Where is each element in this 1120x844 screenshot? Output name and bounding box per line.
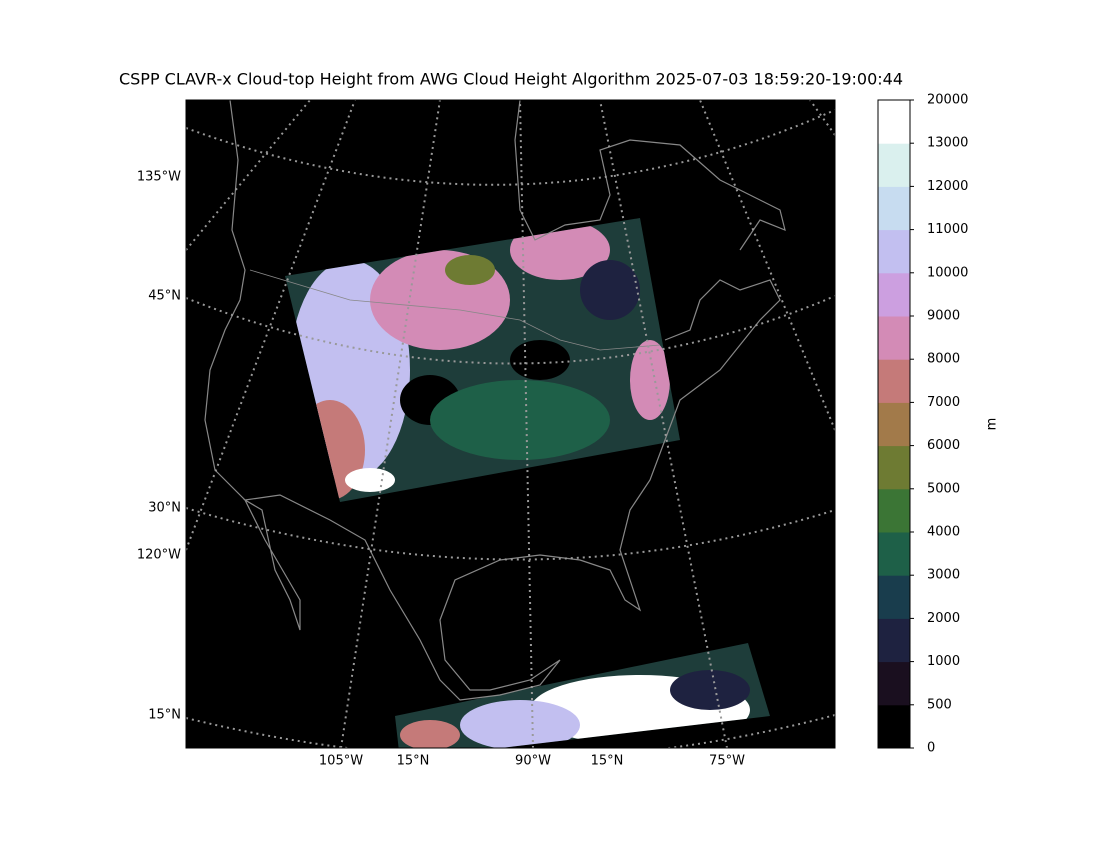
colorbar-bin <box>878 704 910 749</box>
colorbar-bin <box>878 272 910 317</box>
map-lat-lon-label: 105°W <box>319 754 363 769</box>
map-lat-lon-label: 90°W <box>515 754 551 769</box>
map-lat-lon-label: 15°N <box>591 754 624 769</box>
colorbar-bin <box>878 186 910 231</box>
colorbar-tick-label: 12000 <box>927 179 968 194</box>
colorbar-bin <box>878 402 910 447</box>
colorbar-tick-label: 7000 <box>927 395 960 410</box>
colorbar-tick-label: 5000 <box>927 481 960 496</box>
colorbar-bin <box>878 316 910 360</box>
map-lat-lon-label: 120°W <box>137 548 181 563</box>
colorbar-frame <box>877 99 911 749</box>
map-lat-lon-label: 135°W <box>137 170 181 185</box>
cloud-swath <box>285 218 680 502</box>
map-frame <box>185 99 836 749</box>
map-lat-lon-label: 15°N <box>397 754 430 769</box>
colorbar-tick-label: 0 <box>927 741 935 756</box>
colorbar-tick-label: 10000 <box>927 265 968 280</box>
colorbar-tick-label: 500 <box>927 697 952 712</box>
map-lat-lon-label: 45°N <box>148 289 181 304</box>
colorbar-bin <box>878 100 910 144</box>
colorbar-tick-label: 9000 <box>927 309 960 324</box>
colorbar-tick-label: 13000 <box>927 136 968 151</box>
colorbar-tick-label: 20000 <box>927 93 968 108</box>
colorbar-tick-label: 11000 <box>927 222 968 237</box>
colorbar-tick-label: 2000 <box>927 611 960 626</box>
map-lat-lon-label: 30°N <box>148 501 181 516</box>
colorbar-bin <box>878 359 910 403</box>
graticule <box>186 100 835 748</box>
colorbar-tick-label: 4000 <box>927 525 960 540</box>
colorbar-tick-label: 3000 <box>927 568 960 583</box>
colorbar-bin <box>878 445 910 490</box>
colorbar-bin <box>878 488 910 533</box>
colorbar-bin <box>878 143 910 187</box>
map-lat-lon-label: 75°W <box>709 754 745 769</box>
colorbar-bin <box>878 575 910 619</box>
colorbar-label: m <box>985 418 1000 431</box>
colorbar-tick-label: 6000 <box>927 438 960 453</box>
colorbar-bin <box>878 618 910 663</box>
colorbar-tick-label: 8000 <box>927 352 960 367</box>
colorbar-tick-label: 1000 <box>927 654 960 669</box>
colorbar-bin <box>878 229 910 274</box>
coastline <box>204 100 786 701</box>
colorbar-bin <box>878 661 910 706</box>
title: CSPP CLAVR-x Cloud-top Height from AWG C… <box>119 70 903 89</box>
colorbar-bin <box>878 532 910 576</box>
map-lat-lon-label: 15°N <box>148 708 181 723</box>
